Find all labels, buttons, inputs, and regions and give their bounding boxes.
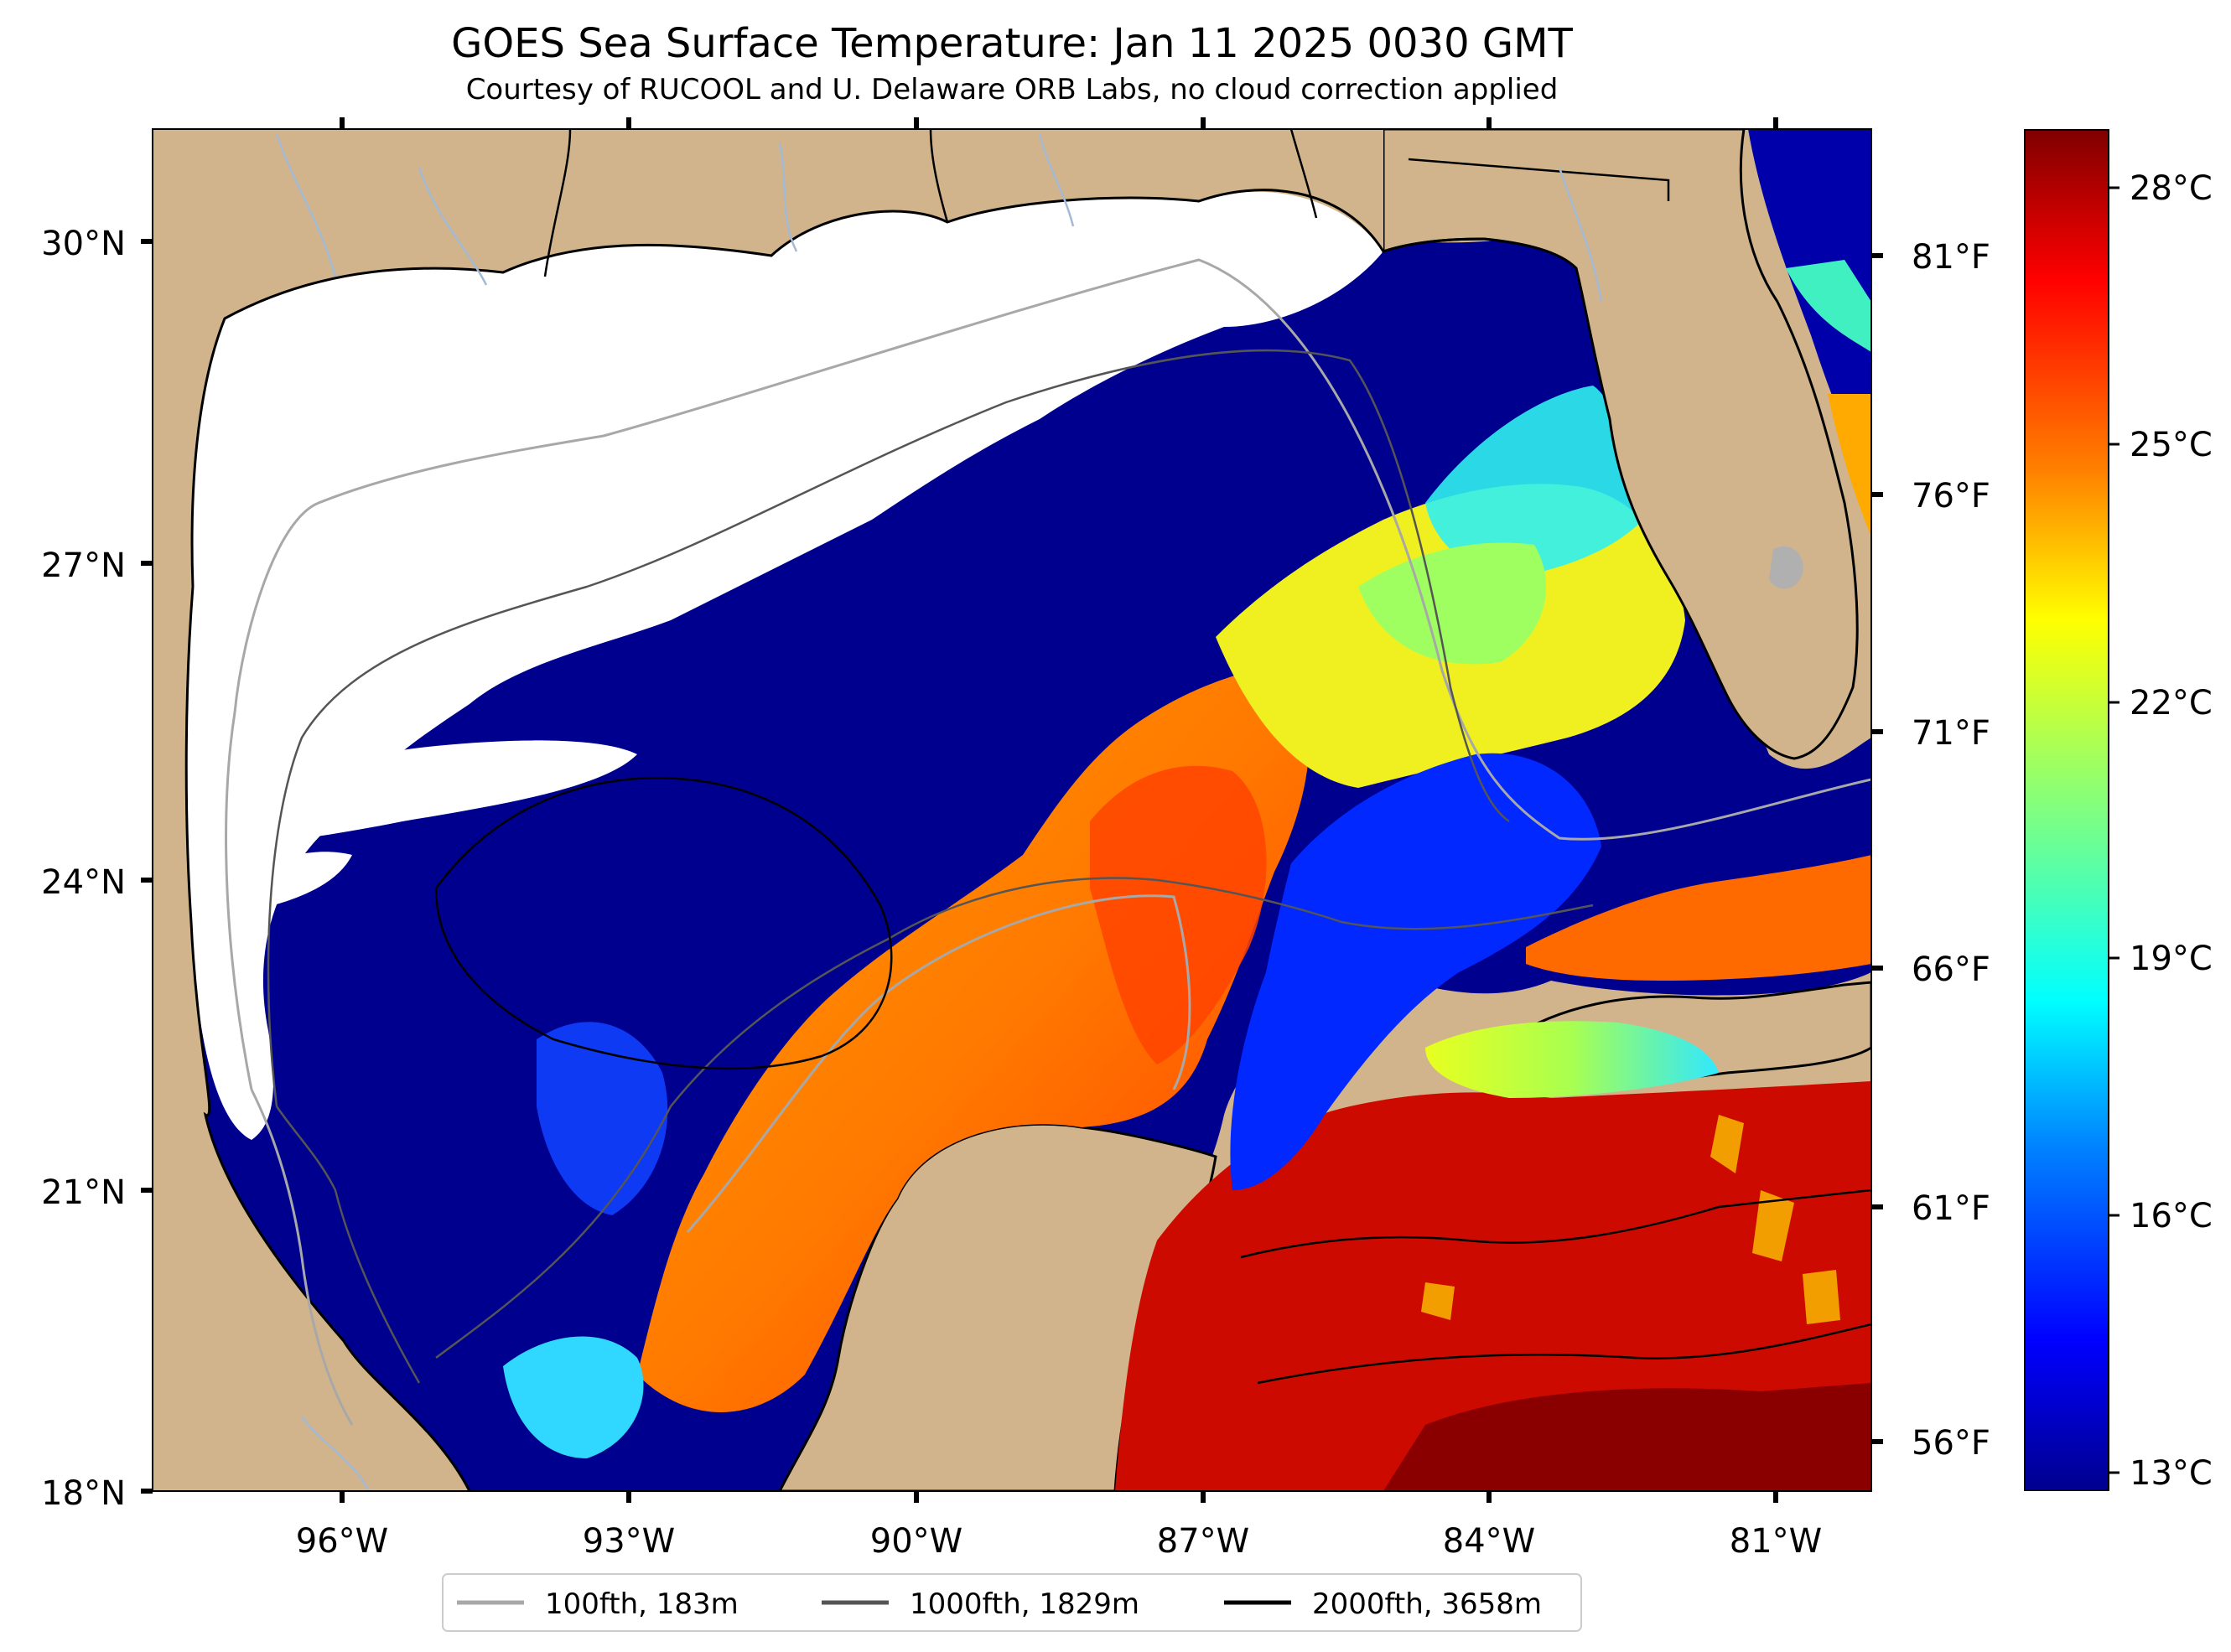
colorbar-ticks bbox=[2109, 186, 2119, 1474]
colorbar-label-19c: 19°C bbox=[2130, 940, 2213, 978]
fahrenheit-label-81f: 81°F bbox=[1912, 238, 1990, 277]
campeche-cyan-patch bbox=[503, 1336, 644, 1458]
rivers bbox=[275, 133, 1603, 1491]
caribbean-yellow-patches bbox=[1421, 1115, 1840, 1324]
lat-label-30n: 30°N bbox=[41, 225, 126, 263]
fahrenheit-label-66f: 66°F bbox=[1912, 950, 1990, 989]
lon-label-90w: 90°W bbox=[870, 1522, 962, 1561]
lat-label-21n: 21°N bbox=[41, 1173, 126, 1212]
caribbean-dark-red bbox=[1383, 1383, 1871, 1491]
legend-box bbox=[442, 1573, 1582, 1632]
contour-1000fth bbox=[267, 349, 1594, 1384]
colorbar-label-13c: 13°C bbox=[2130, 1454, 2213, 1493]
colorbar-label-28c: 28°C bbox=[2130, 169, 2213, 208]
contour-legend: 100fth, 183m 1000fth, 1829m 2000fth, 365… bbox=[442, 1573, 1582, 1632]
map-frame bbox=[152, 128, 1872, 1492]
cloud-mask-northern-gulf bbox=[186, 189, 1383, 1141]
lon-label-87w: 87°W bbox=[1157, 1522, 1249, 1561]
fahrenheit-label-61f: 61°F bbox=[1912, 1189, 1990, 1228]
legend-label-1000fth: 1000fth, 1829m bbox=[910, 1587, 1139, 1621]
cloud-mask-streak-3 bbox=[235, 708, 319, 754]
lat-label-24n: 24°N bbox=[41, 863, 126, 902]
contour-2000fth bbox=[434, 776, 1871, 1385]
cloud-mask-streak-1 bbox=[193, 740, 637, 847]
straits-warm-water bbox=[1526, 855, 1871, 981]
map-subtitle: Courtesy of RUCOOL and U. Delaware ORB L… bbox=[466, 73, 1559, 106]
state-borders bbox=[543, 129, 1670, 277]
lat-label-27n: 27°N bbox=[41, 546, 126, 585]
lon-label-93w: 93°W bbox=[583, 1522, 675, 1561]
lon-label-81w: 81°W bbox=[1730, 1522, 1822, 1561]
lon-label-96w: 96°W bbox=[296, 1522, 388, 1561]
map-title: GOES Sea Surface Temperature: Jan 11 202… bbox=[451, 20, 1573, 67]
ne-gulf-cyan-band bbox=[1425, 386, 1643, 578]
atlantic-warm-strip bbox=[1828, 394, 1871, 536]
us-coastline bbox=[190, 189, 1578, 588]
lon-label-84w: 84°W bbox=[1443, 1522, 1535, 1561]
loop-current-blue-streak bbox=[1230, 753, 1601, 1190]
colorbar-label-16c: 16°C bbox=[2130, 1197, 2213, 1235]
colorbar-label-22c: 22°C bbox=[2130, 684, 2213, 722]
legend-label-2000fth: 2000fth, 3658m bbox=[1312, 1587, 1542, 1621]
lake-okeechobee bbox=[1769, 546, 1803, 589]
atlantic-cyan-strip bbox=[1786, 260, 1871, 352]
mexico-coastline bbox=[184, 586, 471, 1491]
fahrenheit-label-56f: 56°F bbox=[1912, 1424, 1990, 1463]
fahrenheit-label-71f: 71°F bbox=[1912, 714, 1990, 753]
yucatan-shelf-green bbox=[1425, 1021, 1719, 1098]
contour-100fth bbox=[225, 258, 1871, 1426]
ne-gulf-green-patch bbox=[1358, 542, 1547, 665]
lat-label-18n: 18°N bbox=[41, 1474, 126, 1513]
fahrenheit-label-76f: 76°F bbox=[1912, 477, 1990, 515]
colorbar-label-25c: 25°C bbox=[2130, 426, 2213, 464]
mexico-land-west bbox=[153, 587, 470, 1491]
major-ticks bbox=[141, 117, 1883, 1503]
legend-label-100fth: 100fth, 183m bbox=[545, 1587, 739, 1621]
colorbar bbox=[2024, 129, 2109, 1491]
cloud-mask-streak-2 bbox=[226, 852, 352, 914]
map-plot-area bbox=[153, 129, 1871, 1491]
